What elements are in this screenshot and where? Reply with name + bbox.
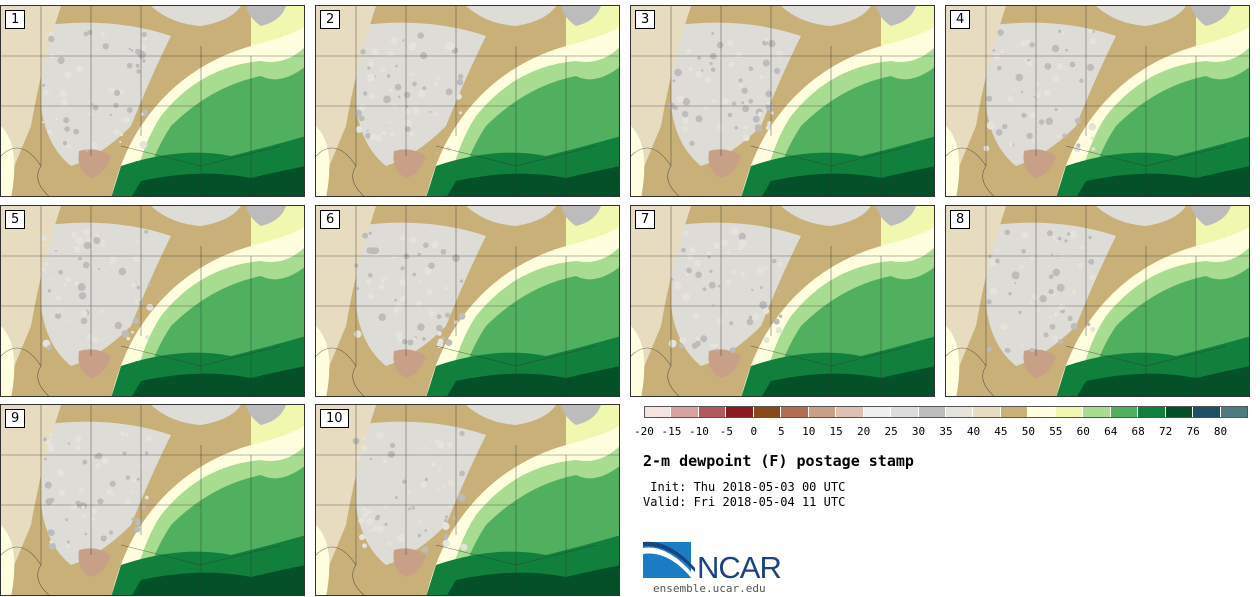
member-label: 9 [5, 409, 26, 428]
colorbar-swatch [1028, 406, 1056, 418]
colorbar-swatch [1110, 406, 1139, 418]
member-label: 6 [320, 210, 341, 229]
colorbar-swatch [1165, 406, 1194, 418]
colorbar-tick-label: 45 [994, 425, 1008, 438]
colorbar-tick-label: 40 [966, 425, 981, 438]
colorbar-tick-label: 55 [1049, 425, 1063, 438]
ensemble-member-map-3[interactable]: 3 [630, 5, 935, 197]
member-label: 2 [320, 10, 341, 29]
colorbar-tick-label: 76 [1186, 425, 1200, 438]
colorbar-swatch [1083, 406, 1111, 418]
colorbar-swatch [808, 406, 837, 418]
colorbar-swatch [918, 406, 946, 418]
ncar-logo-icon [643, 541, 695, 580]
member-label: 7 [635, 210, 656, 229]
colorbar-tick-label: -20 [634, 425, 654, 438]
colorbar-tick-label: 25 [884, 425, 898, 438]
ensemble-member-map-9[interactable]: 9 [0, 404, 305, 596]
ensemble-member-map-8[interactable]: 8 [945, 205, 1250, 397]
colorbar-tick-label: 35 [939, 425, 953, 438]
colorbar-tick-label: 15 [829, 425, 843, 438]
dewpoint-map [631, 206, 934, 396]
colorbar-tick-label: 10 [802, 425, 816, 438]
member-label: 5 [5, 210, 26, 229]
colorbar-tick-label: 64 [1104, 425, 1118, 438]
member-label: 4 [950, 10, 971, 29]
colorbar-tick-label: 30 [911, 425, 926, 438]
dewpoint-map [946, 6, 1249, 196]
colorbar-tick-label: 0 [750, 425, 758, 438]
colorbar-tick-label: 20 [857, 425, 871, 438]
member-label: 8 [950, 210, 971, 229]
dewpoint-map [316, 206, 619, 396]
colorbar-swatch [1138, 406, 1166, 418]
ncar-logo-text: NCAR [697, 550, 782, 585]
colorbar-tick-label: 72 [1159, 425, 1173, 438]
colorbar-swatch [698, 406, 727, 418]
ensemble-member-map-7[interactable]: 7 [630, 205, 935, 397]
ensemble-member-map-1[interactable]: 1 [0, 5, 305, 197]
dewpoint-map [316, 405, 619, 595]
colorbar-tick-label: 50 [1021, 425, 1035, 438]
ensemble-member-map-4[interactable]: 4 [945, 5, 1250, 197]
ensemble-member-map-6[interactable]: 6 [315, 205, 620, 397]
dewpoint-map [946, 206, 1249, 396]
colorbar-swatch [891, 406, 919, 418]
ensemble-member-map-10[interactable]: 10 [315, 404, 620, 596]
colorbar-frame [644, 406, 1248, 418]
dewpoint-map [316, 6, 619, 196]
site-url: ensemble.ucar.edu [653, 582, 766, 595]
colorbar-swatch [726, 406, 754, 418]
colorbar-tick-label: 60 [1076, 425, 1090, 438]
member-label: 3 [635, 10, 656, 29]
dewpoint-map [631, 6, 934, 196]
colorbar-tick-label: 68 [1131, 425, 1145, 438]
dewpoint-map [1, 405, 304, 595]
member-label: 1 [5, 10, 26, 29]
colorbar-swatch [836, 406, 864, 418]
colorbar-swatch [946, 406, 974, 418]
init-time: Init: Thu 2018-05-03 00 UTC [643, 480, 846, 494]
colorbar-swatch [671, 406, 699, 418]
dewpoint-map [1, 6, 304, 196]
valid-time: Valid: Fri 2018-05-04 11 UTC [643, 495, 846, 509]
colorbar-swatch [1055, 406, 1084, 418]
colorbar-swatch [973, 406, 1001, 418]
colorbar-swatch [781, 406, 809, 418]
colorbar-tick-label: 80 [1213, 425, 1228, 438]
dewpoint-map [1, 206, 304, 396]
member-label: 10 [320, 409, 349, 428]
colorbar-swatch [753, 406, 782, 418]
colorbar-tick-label: 5 [777, 425, 785, 438]
colorbar-tick-label: -5 [719, 425, 733, 438]
chart-title: 2-m dewpoint (F) postage stamp [643, 452, 914, 470]
colorbar-swatch [1000, 406, 1029, 418]
colorbar-tick-label: -15 [661, 425, 682, 438]
colorbar-swatch [863, 406, 892, 418]
ensemble-member-map-2[interactable]: 2 [315, 5, 620, 197]
colorbar-swatch [1193, 406, 1221, 418]
ensemble-member-map-5[interactable]: 5 [0, 205, 305, 397]
colorbar-tick-label: -10 [688, 425, 709, 438]
colorbar-swatch [644, 406, 672, 418]
